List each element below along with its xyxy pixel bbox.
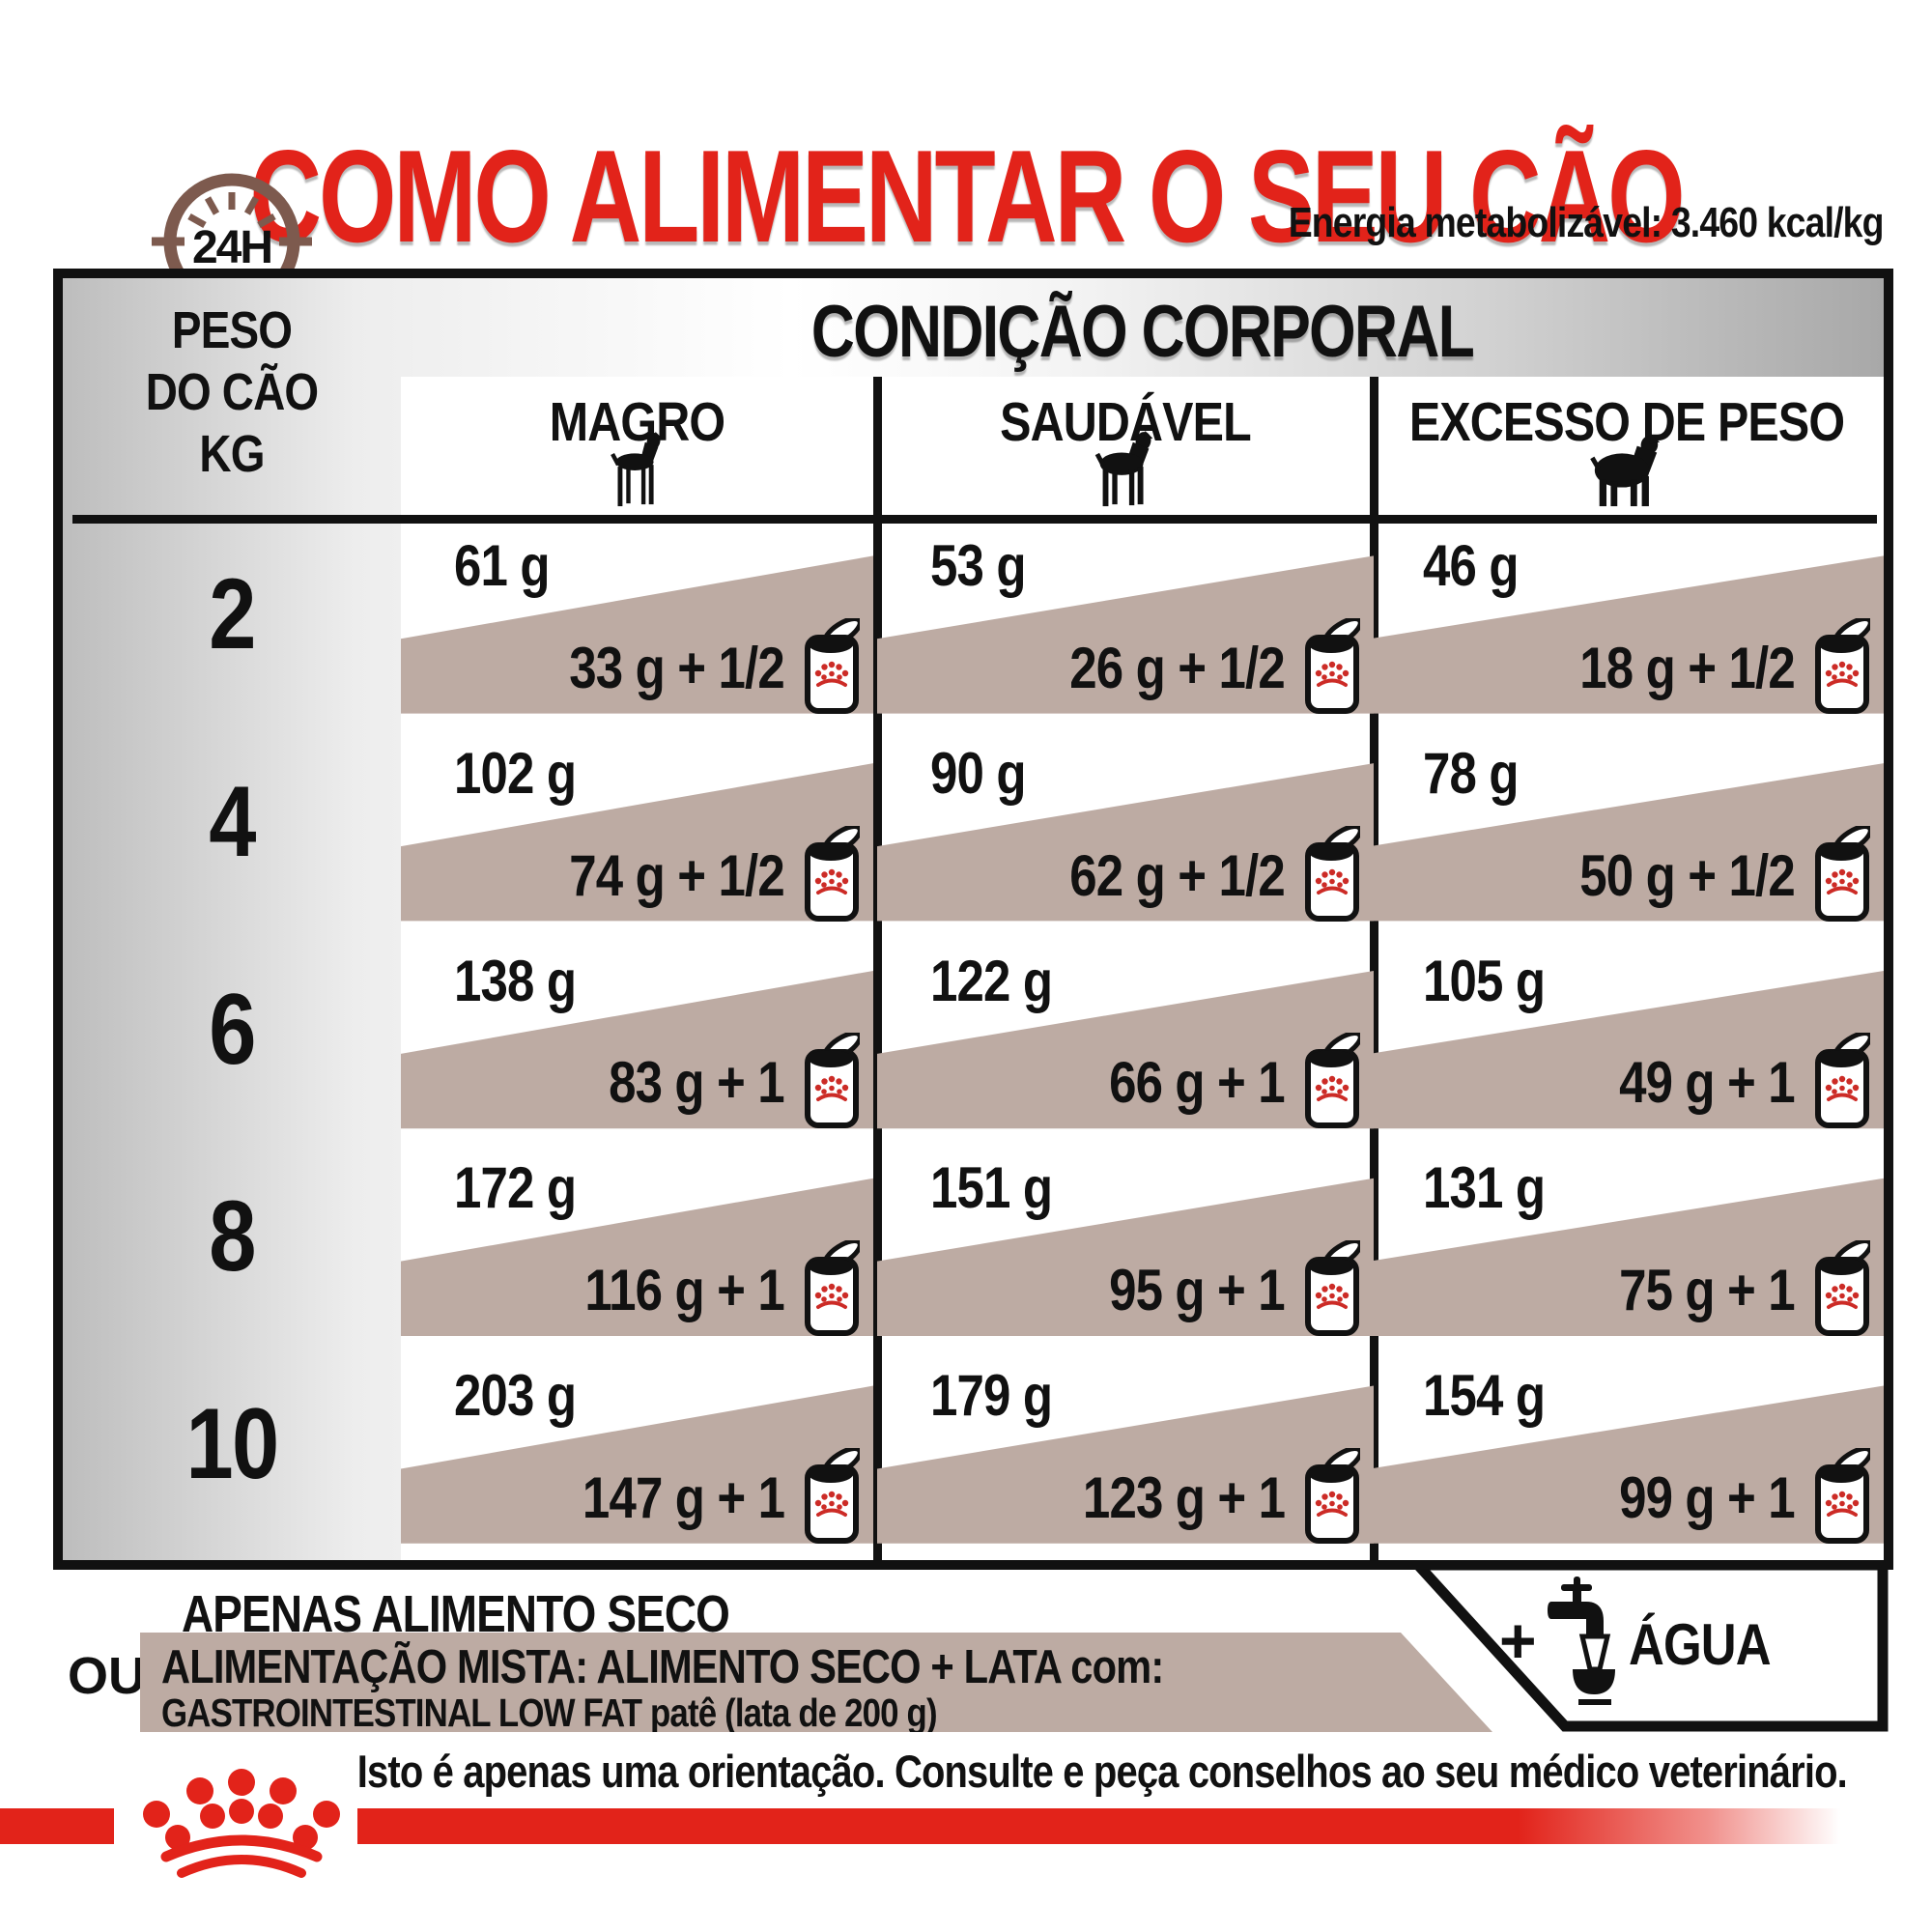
mixed-amount: 33 g + 1/2: [569, 635, 784, 700]
mixed-feeding-line2: GASTROINTESTINAL LOW FAT patê (lata de 2…: [161, 1690, 938, 1735]
wet-food-can-icon: [805, 825, 860, 922]
wet-food-can-icon: [1815, 825, 1870, 922]
wet-food-can-icon: [1815, 617, 1870, 714]
feeding-cell: 151 g 95 g + 1: [877, 1145, 1374, 1352]
dry-amount: 151 g: [930, 1155, 1053, 1221]
mixed-amount: 123 g + 1: [1082, 1464, 1286, 1530]
wet-food-can-icon: [1305, 617, 1360, 714]
feeding-cell: 131 g 75 g + 1: [1370, 1145, 1884, 1352]
header-rule: [72, 515, 1877, 524]
weight-header-line: PESO: [171, 301, 293, 359]
healthy-dog-icon: [1094, 431, 1153, 507]
feeding-cell: 138 g 83 g + 1: [401, 938, 873, 1146]
page-title: COMO ALIMENTAR O SEU CÃO: [249, 123, 1685, 270]
disclaimer-text: Isto é apenas uma orientação. Consulte e…: [356, 1746, 1848, 1797]
mixed-amount: 99 g + 1: [1619, 1464, 1796, 1530]
dry-amount: 203 g: [454, 1363, 577, 1429]
water-tap-icon: [1548, 1577, 1615, 1705]
weight-header: PESO DO CÃO KG: [88, 299, 376, 485]
clock-24h-label: 24H: [191, 222, 273, 273]
dry-amount: 131 g: [1423, 1155, 1546, 1221]
thin-dog-icon: [610, 431, 662, 507]
mixed-amount: 18 g + 1/2: [1579, 635, 1795, 700]
dry-amount: 46 g: [1423, 533, 1520, 598]
wet-food-can-icon: [1305, 825, 1360, 922]
dry-amount: 105 g: [1423, 948, 1546, 1013]
feeding-table: CONDIÇÃO CORPORAL PESO DO CÃO KG MAGRO S…: [53, 269, 1893, 1570]
mixed-feeding-band: ALIMENTAÇÃO MISTA: ALIMENTO SECO + LATA …: [140, 1633, 1492, 1732]
mixed-amount: 83 g + 1: [609, 1050, 785, 1116]
royal-canin-crown-logo: [143, 1769, 340, 1878]
row-weight-label: 2: [209, 558, 256, 670]
feeding-cell: 102 g 74 g + 1/2: [401, 730, 873, 938]
feeding-cell: 154 g 99 g + 1: [1370, 1352, 1884, 1560]
dry-amount: 172 g: [454, 1155, 577, 1221]
dry-amount: 78 g: [1423, 740, 1520, 806]
column-header-2: SAUDÁVEL: [1000, 391, 1252, 453]
dry-amount: 154 g: [1423, 1363, 1546, 1429]
feeding-cell: 122 g 66 g + 1: [877, 938, 1374, 1146]
overweight-dog-icon-wrap: [1584, 431, 1669, 510]
water-plus-sign: +: [1499, 1605, 1537, 1676]
wet-food-can-icon: [805, 1447, 860, 1544]
wet-food-can-icon: [805, 1240, 860, 1337]
row-weight-label: 8: [209, 1180, 256, 1293]
water-label: ÁGUA: [1629, 1612, 1772, 1677]
mixed-amount: 49 g + 1: [1619, 1050, 1796, 1116]
feeding-cell: 179 g 123 g + 1: [877, 1352, 1374, 1560]
dry-amount: 61 g: [454, 533, 551, 598]
overweight-dog-icon: [1590, 434, 1661, 507]
wet-food-can-icon: [1815, 1033, 1870, 1129]
wet-food-can-icon: [1305, 1447, 1360, 1544]
condition-header: CONDIÇÃO CORPORAL: [810, 291, 1475, 373]
column-header-3: EXCESSO DE PESO: [1408, 391, 1845, 453]
feeding-cell: 78 g 50 g + 1/2: [1370, 730, 1884, 938]
wet-food-can-icon: [805, 1033, 860, 1129]
dry-amount: 53 g: [930, 533, 1027, 598]
feeding-cell: 53 g 26 g + 1/2: [877, 523, 1374, 730]
feeding-cell: 90 g 62 g + 1/2: [877, 730, 1374, 938]
mixed-amount: 75 g + 1: [1619, 1258, 1796, 1323]
mixed-amount: 66 g + 1: [1109, 1050, 1286, 1116]
wet-food-can-icon: [805, 617, 860, 714]
dry-amount: 138 g: [454, 948, 577, 1013]
mixed-feeding-line1: ALIMENTAÇÃO MISTA: ALIMENTO SECO + LATA …: [161, 1641, 1164, 1693]
energy-note: Energia metabolizável: 3.460 kcal/kg: [1289, 199, 1885, 246]
healthy-dog-icon-wrap: [1090, 431, 1161, 510]
dry-amount: 102 g: [454, 740, 577, 806]
wet-food-can-icon: [1305, 1240, 1360, 1337]
row-weight-label: 4: [209, 765, 256, 878]
row-weight-label: 10: [185, 1388, 280, 1501]
mixed-amount: 95 g + 1: [1109, 1258, 1286, 1323]
dry-amount: 122 g: [930, 948, 1053, 1013]
feeding-cell: 105 g 49 g + 1: [1370, 938, 1884, 1146]
wet-food-can-icon: [1815, 1447, 1870, 1544]
thin-dog-icon-wrap: [606, 431, 669, 510]
feeding-cell: 203 g 147 g + 1: [401, 1352, 873, 1560]
wet-food-can-icon: [1305, 1033, 1360, 1129]
column-header-1: MAGRO: [549, 391, 725, 453]
dry-amount: 90 g: [930, 740, 1027, 806]
wet-food-can-icon: [1815, 1240, 1870, 1337]
row-weight-label: 6: [209, 973, 256, 1086]
table-body-background: [401, 377, 1884, 1560]
dry-amount: 179 g: [930, 1363, 1053, 1429]
feeding-cell: 61 g 33 g + 1/2: [401, 523, 873, 730]
mixed-amount: 147 g + 1: [582, 1464, 785, 1530]
or-label: OU: [68, 1647, 146, 1705]
mixed-amount: 62 g + 1/2: [1069, 842, 1285, 908]
mixed-amount: 50 g + 1/2: [1579, 842, 1795, 908]
column-divider: [873, 377, 882, 1560]
feeding-cell: 172 g 116 g + 1: [401, 1145, 873, 1352]
mixed-amount: 26 g + 1/2: [1069, 635, 1285, 700]
weight-header-line: KG: [199, 425, 265, 483]
feeding-cell: 46 g 18 g + 1/2: [1370, 523, 1884, 730]
mixed-amount: 116 g + 1: [584, 1258, 785, 1323]
mixed-amount: 74 g + 1/2: [569, 842, 784, 908]
column-divider: [1370, 377, 1378, 1560]
weight-header-line: DO CÃO: [145, 363, 319, 421]
